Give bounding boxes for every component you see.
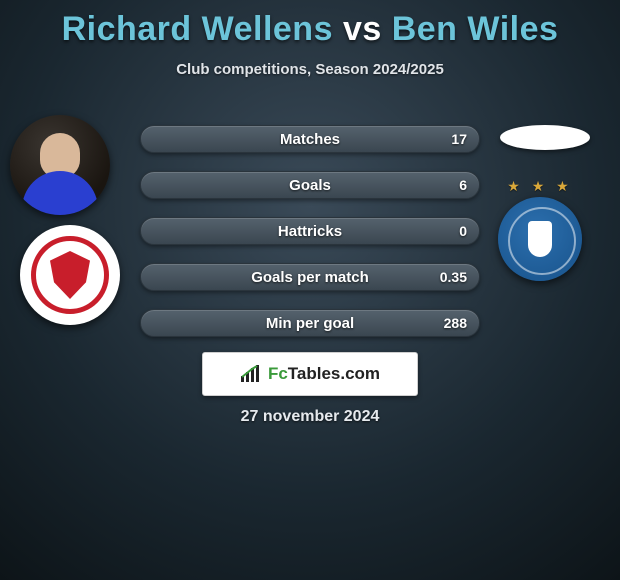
stat-label: Hattricks: [278, 223, 342, 240]
title-player2: Ben Wiles: [392, 10, 559, 48]
brand-prefix: Fc: [268, 364, 288, 383]
crest-stars: ★ ★ ★: [490, 178, 590, 195]
page-title: Richard Wellens vs Ben Wiles: [0, 0, 620, 49]
subtitle: Club competitions, Season 2024/2025: [0, 61, 620, 78]
date-line: 27 november 2024: [0, 408, 620, 426]
brand-suffix: Tables.com: [288, 364, 380, 383]
stat-label: Matches: [280, 131, 340, 148]
stat-row-matches: Matches 17: [140, 125, 480, 153]
stat-label: Goals per match: [251, 269, 369, 286]
stat-value-right: 0.35: [440, 269, 467, 285]
crest-left-inner: [31, 236, 109, 314]
player1-avatar: [10, 115, 110, 215]
brand-text: FcTables.com: [268, 364, 380, 384]
stat-row-goals-per-match: Goals per match 0.35: [140, 263, 480, 291]
stats-panel: Matches 17 Goals 6 Hattricks 0 Goals per…: [140, 125, 480, 355]
stat-value-right: 288: [444, 315, 467, 331]
stat-value-right: 0: [459, 223, 467, 239]
stat-value-right: 6: [459, 177, 467, 193]
stat-row-goals: Goals 6: [140, 171, 480, 199]
stat-label: Goals: [289, 177, 331, 194]
player2-club-crest: ★ ★ ★: [490, 178, 590, 286]
stat-value-right: 17: [451, 131, 467, 147]
title-vs: vs: [343, 10, 382, 48]
stat-row-hattricks: Hattricks 0: [140, 217, 480, 245]
brand-badge: FcTables.com: [202, 352, 418, 396]
player2-avatar: [500, 125, 590, 150]
stat-row-min-per-goal: Min per goal 288: [140, 309, 480, 337]
bars-icon: [240, 365, 262, 383]
stat-label: Min per goal: [266, 315, 354, 332]
title-player1: Richard Wellens: [62, 10, 333, 48]
player1-club-crest: [20, 225, 120, 325]
crest-right-disc: [498, 197, 582, 281]
